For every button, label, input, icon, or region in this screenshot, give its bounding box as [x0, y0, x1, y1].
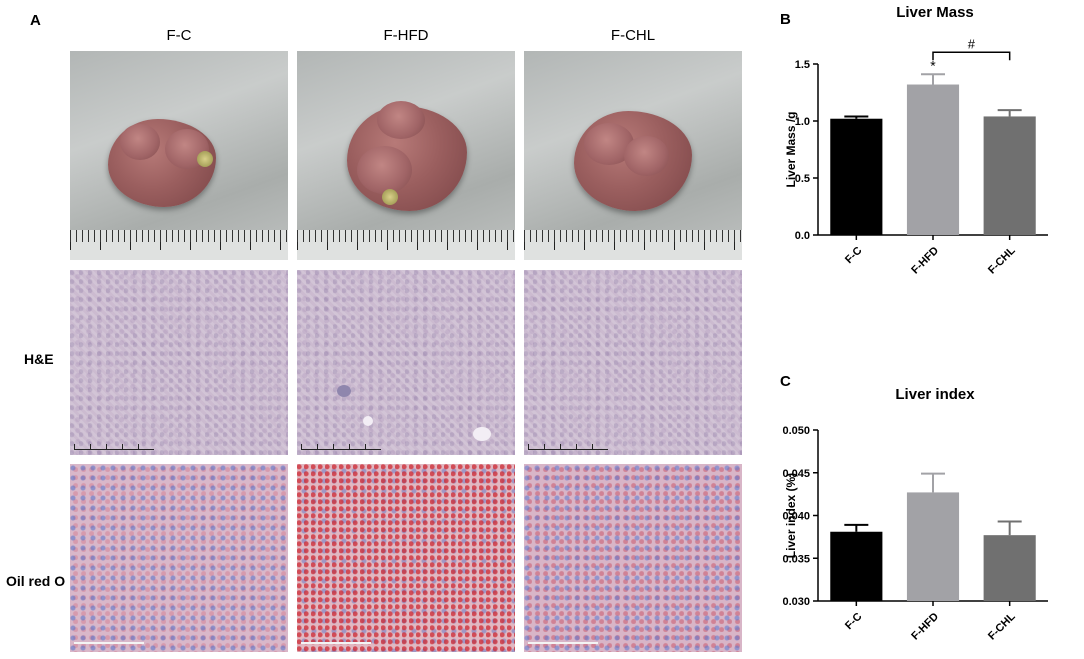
significance-bracket-label: #	[968, 36, 976, 51]
y-tick-label: 0.045	[782, 468, 810, 480]
bar	[983, 535, 1036, 601]
vessel	[363, 416, 373, 426]
column-label-fchl: F-CHL	[610, 27, 656, 44]
significance-marker: *	[930, 57, 936, 73]
bar	[983, 116, 1036, 235]
liver-lobe	[377, 101, 425, 139]
panel-c-letter: C	[780, 373, 791, 390]
x-tick-label: F-C	[843, 245, 864, 266]
gallbladder	[382, 189, 398, 205]
panel-a-letter: A	[30, 12, 41, 29]
y-tick-label: 0.0	[795, 230, 810, 242]
oil-red-o-section-fc	[70, 464, 288, 652]
oil-red-o-section-fhfd	[297, 464, 515, 652]
y-tick-label: 1.5	[795, 59, 810, 71]
y-tick-label: 0.050	[782, 425, 810, 437]
liver-lobe	[624, 136, 669, 176]
liver-photo-fc	[70, 51, 288, 260]
scale-bar	[528, 443, 608, 450]
y-tick-label: 0.030	[782, 596, 810, 608]
ruler	[524, 230, 742, 260]
scale-bar	[301, 443, 381, 450]
scale-bar	[74, 642, 144, 644]
liver-photo-fhfd	[297, 51, 515, 260]
he-section-fchl	[524, 270, 742, 455]
liver-lobe	[357, 146, 412, 194]
x-tick-label: F-HFD	[909, 611, 941, 643]
liver-index-chart: Liver index Liver index (%) 0.030 0.035 0.04…	[782, 386, 1048, 643]
y-axis-label: Liver Mass /g	[784, 111, 798, 187]
column-label-fhfd: F-HFD	[383, 27, 429, 44]
nodule	[337, 385, 351, 397]
ruler	[297, 230, 515, 260]
bar	[906, 84, 960, 236]
column-label-fc: F-C	[166, 27, 192, 44]
x-tick-label: F-C	[843, 611, 864, 632]
liver-photo-fchl	[524, 51, 742, 260]
y-tick-label: 1.0	[795, 116, 810, 128]
y-tick-label: 0.035	[782, 553, 810, 565]
scale-bar	[528, 642, 598, 644]
oil-red-o-section-fchl	[524, 464, 742, 652]
row-label-oil-red-o: Oil red O	[6, 573, 66, 589]
bar	[830, 531, 883, 601]
vessel	[473, 427, 491, 441]
liver-mass-chart: Liver Mass Liver Mass /g 0.0 0.5 1.0 1.5 F-C F-…	[784, 4, 1048, 277]
ruler	[70, 230, 288, 260]
bar	[830, 118, 883, 235]
panel-b-letter: B	[780, 11, 791, 28]
x-tick-label: F-CHL	[986, 610, 1018, 642]
scale-bar	[74, 443, 154, 450]
x-tick-label: F-CHL	[986, 244, 1018, 276]
significance-bracket	[932, 51, 1011, 61]
scale-bar	[301, 642, 371, 644]
gallbladder	[197, 151, 213, 167]
liver-lobe	[120, 124, 160, 160]
x-tick-label: F-HFD	[909, 245, 941, 277]
y-tick-label: 0.040	[782, 511, 810, 523]
he-section-fc	[70, 270, 288, 455]
y-tick-label: 0.5	[795, 173, 810, 185]
chart-title: Liver index	[895, 386, 975, 403]
chart-title: Liver Mass	[896, 4, 974, 21]
y-axis-label: Liver index (%)	[784, 473, 798, 558]
bar	[906, 492, 960, 601]
row-label-he: H&E	[24, 351, 54, 367]
he-section-fhfd	[297, 270, 515, 455]
